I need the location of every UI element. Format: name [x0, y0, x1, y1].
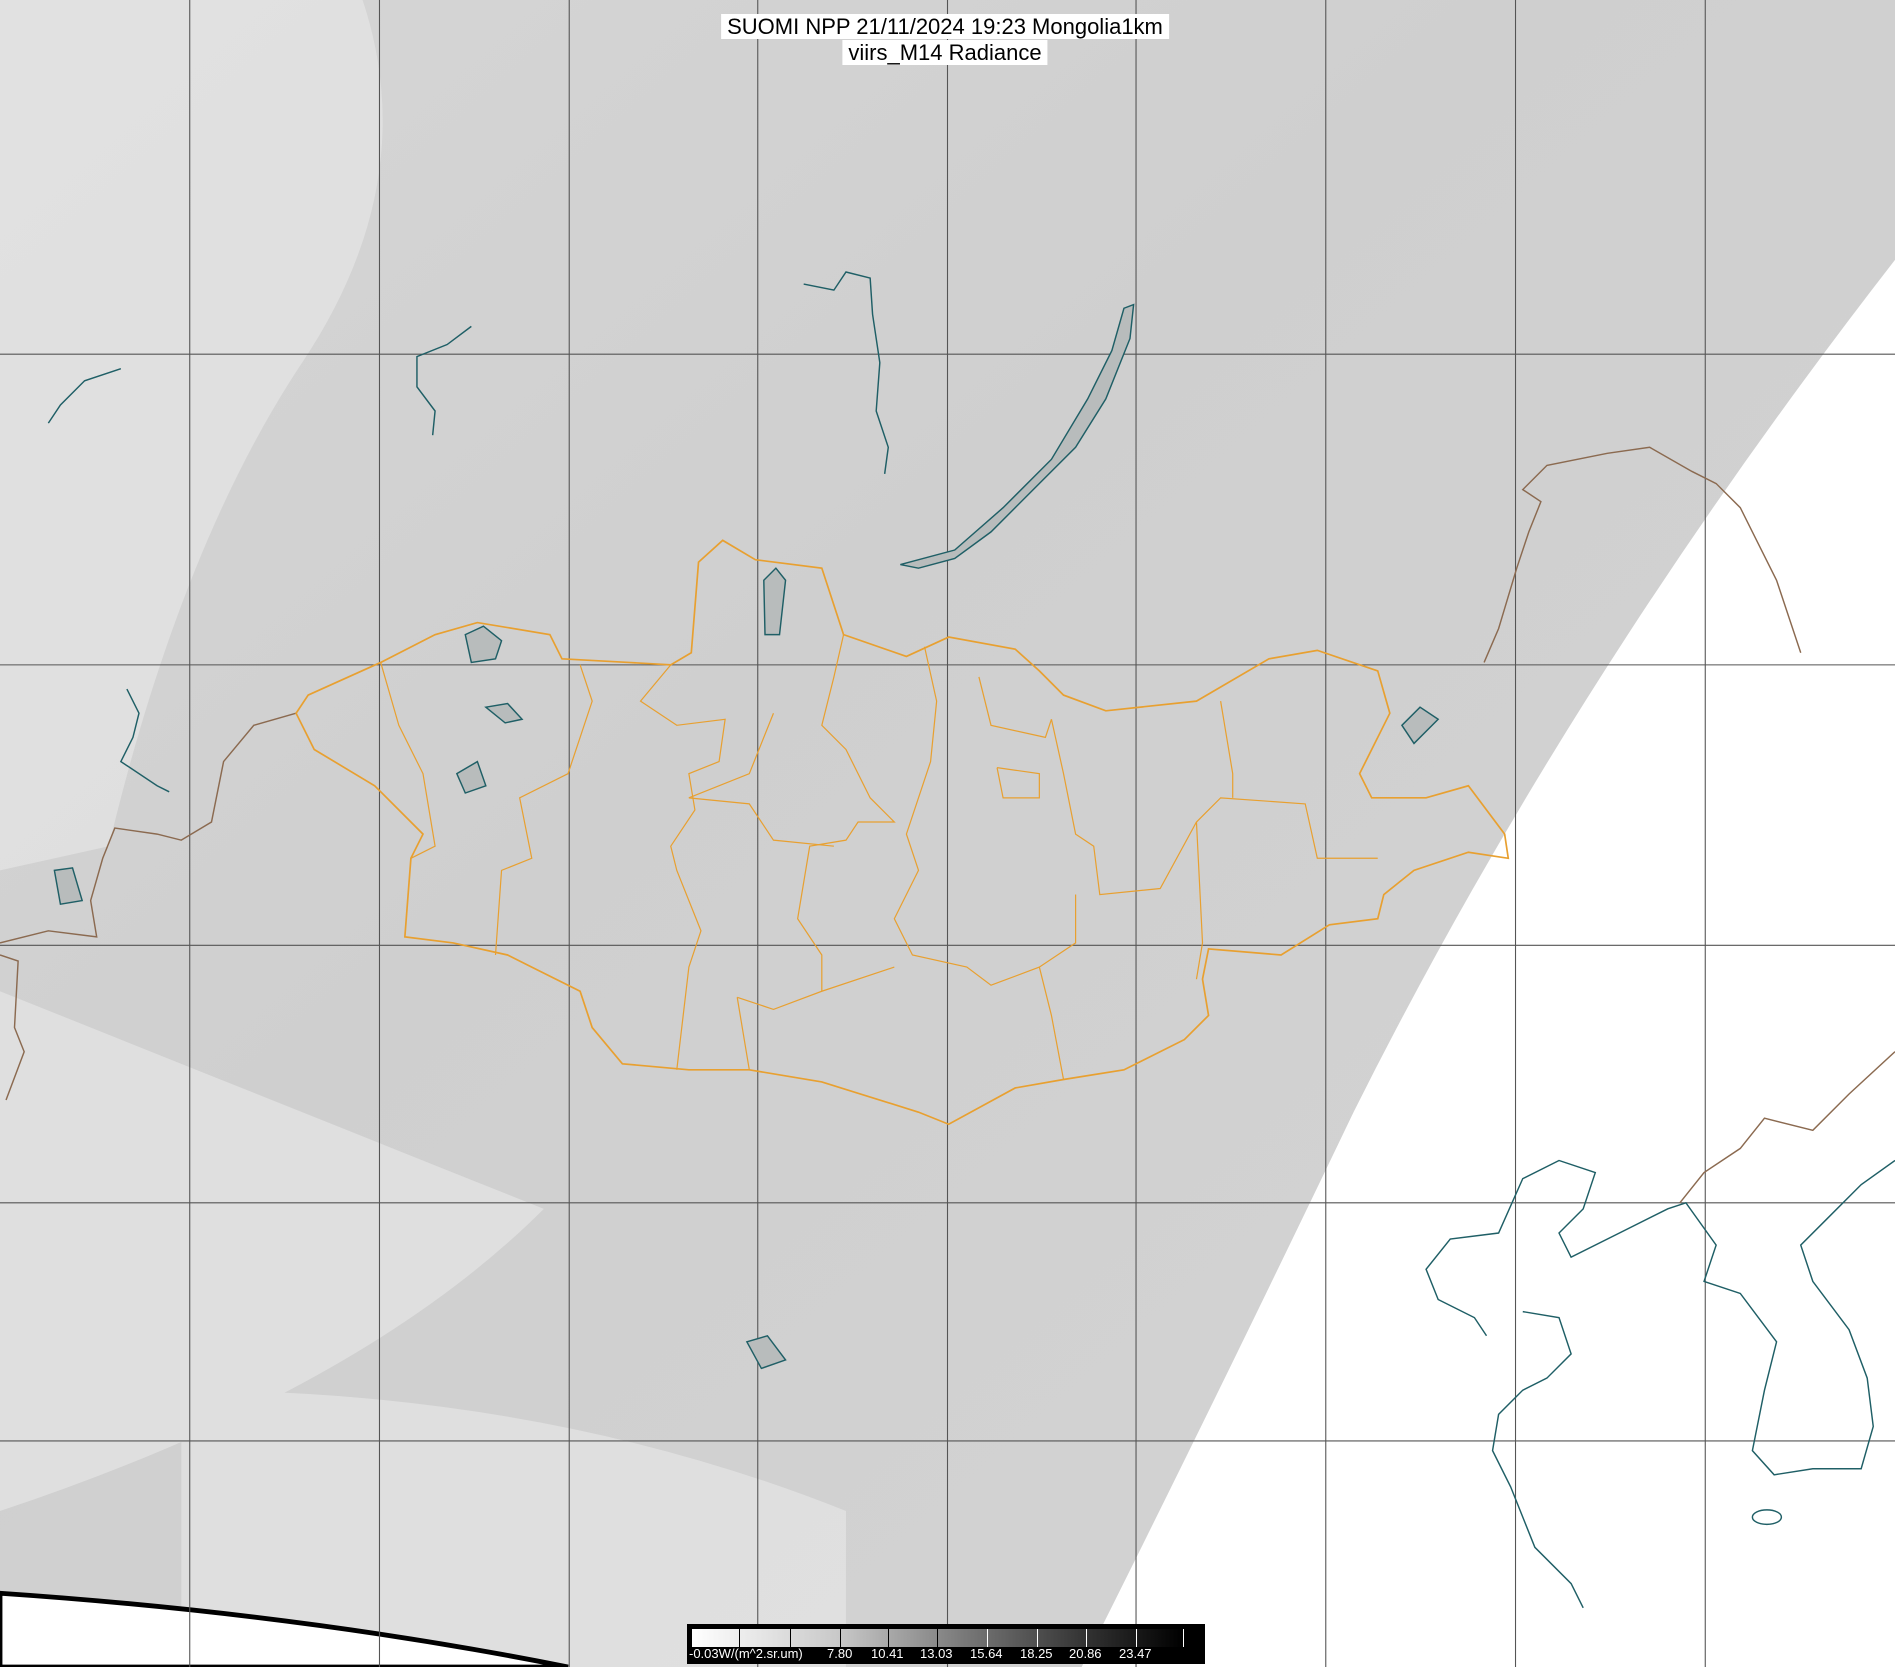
- colorbar-tick: [840, 1629, 841, 1647]
- colorbar-tick-label: 15.64: [970, 1646, 1003, 1661]
- colorbar-tick: [888, 1629, 889, 1647]
- coastlines-and-lakes: [47, 271, 1895, 1609]
- map-title-line2: viirs_M14 Radiance: [842, 40, 1048, 65]
- colorbar-tick-label: 18.25: [1020, 1646, 1053, 1661]
- mongolia-border: [295, 539, 1510, 1126]
- colorbar-tick: [1183, 1629, 1184, 1647]
- colorbar-tick-label: 20.86: [1069, 1646, 1102, 1661]
- colorbar-tick: [739, 1629, 740, 1647]
- colorbar-tick: [987, 1629, 988, 1647]
- map-title-line1: SUOMI NPP 21/11/2024 19:23 Mongolia1km: [721, 14, 1169, 39]
- no-data-region-bottom-left: [0, 1590, 569, 1667]
- mongolia-province-borders: [380, 634, 1378, 1080]
- cloud-patches: [0, 0, 846, 1667]
- colorbar-tick-label: 23.47: [1119, 1646, 1152, 1661]
- lake-baikal: [900, 303, 1135, 569]
- colorbar-tick-label: 10.41: [871, 1646, 904, 1661]
- colorbar-tick: [1136, 1629, 1137, 1647]
- colorbar-unit-label: -0.03W/(m^2.sr.um): [689, 1646, 803, 1661]
- colorbar-tick-label: 13.03: [920, 1646, 953, 1661]
- other-country-borders: [0, 446, 1895, 1204]
- colorbar-tick: [937, 1629, 938, 1647]
- colorbar-tick-label: 7.80: [827, 1646, 853, 1661]
- colorbar-tick: [790, 1629, 791, 1647]
- colorbar-tick: [1037, 1629, 1038, 1647]
- no-data-region-right: [1081, 259, 1895, 1667]
- colorbar-legend: -0.03W/(m^2.sr.um) 7.80 10.41 13.03 15.6…: [687, 1624, 1205, 1664]
- colorbar-tick: [1086, 1629, 1087, 1647]
